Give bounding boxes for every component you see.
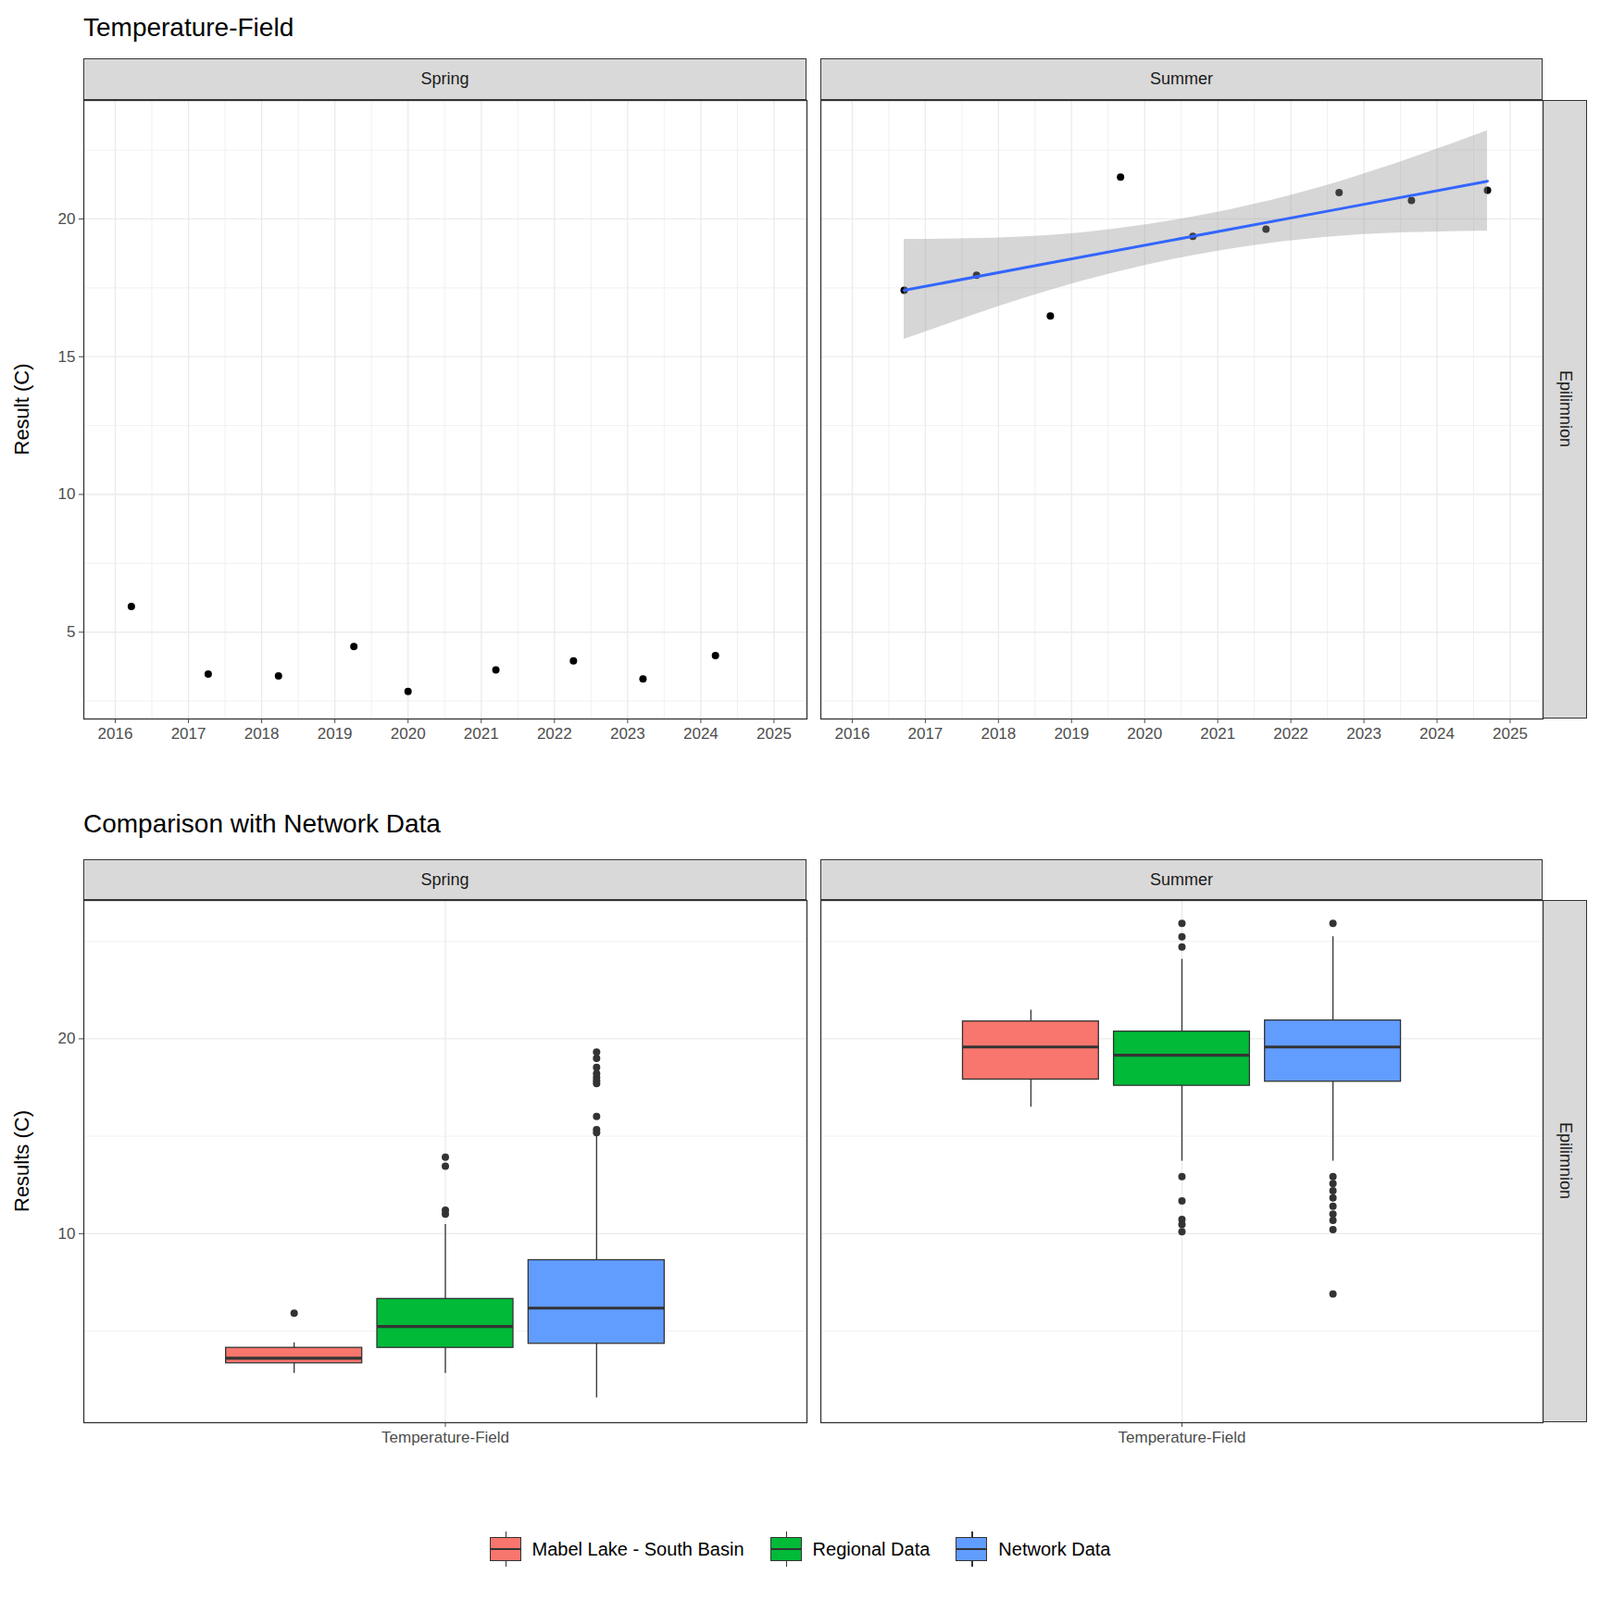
svg-text:2016: 2016 bbox=[835, 725, 871, 743]
svg-text:2020: 2020 bbox=[390, 725, 426, 743]
svg-text:2024: 2024 bbox=[1419, 725, 1455, 743]
html-text:Results (C): Results (C) bbox=[10, 1110, 34, 1213]
svg-text:2021: 2021 bbox=[463, 725, 500, 743]
html-text:Comparison with Network Data: Comparison with Network Data bbox=[83, 809, 441, 838]
html-text:Result (C): Result (C) bbox=[10, 363, 34, 456]
svg-text:2021: 2021 bbox=[1200, 725, 1236, 743]
html-text:Mabel Lake - South Basin: Mabel Lake - South Basin bbox=[531, 1538, 745, 1559]
html-text:Temperature-Field: Temperature-Field bbox=[83, 12, 294, 42]
svg-text:20: 20 bbox=[58, 1029, 76, 1048]
svg-text:2018: 2018 bbox=[980, 725, 1016, 743]
html-text:Spring: Spring bbox=[420, 869, 469, 889]
svg-text:2023: 2023 bbox=[1346, 725, 1382, 743]
svg-text:15: 15 bbox=[58, 348, 76, 366]
svg-text:2020: 2020 bbox=[1126, 725, 1163, 743]
svg-text:2025: 2025 bbox=[1492, 725, 1528, 743]
svg-text:2023: 2023 bbox=[610, 725, 646, 743]
svg-text:2018: 2018 bbox=[244, 725, 280, 743]
html-text:Summer: Summer bbox=[1150, 869, 1213, 889]
html-text:Summer: Summer bbox=[1150, 69, 1213, 88]
svg-text:2017: 2017 bbox=[907, 725, 943, 743]
svg-text:2016: 2016 bbox=[98, 725, 134, 743]
svg-text:5: 5 bbox=[66, 623, 75, 641]
svg-text:10: 10 bbox=[58, 1225, 76, 1243]
svg-text:2019: 2019 bbox=[317, 725, 353, 743]
html-text:Network Data: Network Data bbox=[998, 1538, 1111, 1559]
svg-text:2022: 2022 bbox=[537, 725, 573, 743]
svg-text:20: 20 bbox=[58, 210, 76, 228]
svg-text:Temperature-Field: Temperature-Field bbox=[381, 1428, 510, 1447]
svg-text:2019: 2019 bbox=[1053, 725, 1089, 743]
html-text:Regional Data: Regional Data bbox=[812, 1538, 930, 1559]
svg-text:Temperature-Field: Temperature-Field bbox=[1118, 1428, 1247, 1447]
svg-text:2025: 2025 bbox=[756, 725, 792, 743]
svg-text:2017: 2017 bbox=[171, 725, 207, 743]
html-text:Epilimnion: Epilimnion bbox=[1556, 370, 1575, 448]
svg-text:2024: 2024 bbox=[683, 725, 719, 743]
svg-text:10: 10 bbox=[58, 485, 76, 503]
html-text:Spring: Spring bbox=[420, 69, 469, 88]
svg-text:2022: 2022 bbox=[1273, 725, 1309, 743]
html-text:Epilimnion: Epilimnion bbox=[1556, 1122, 1575, 1200]
